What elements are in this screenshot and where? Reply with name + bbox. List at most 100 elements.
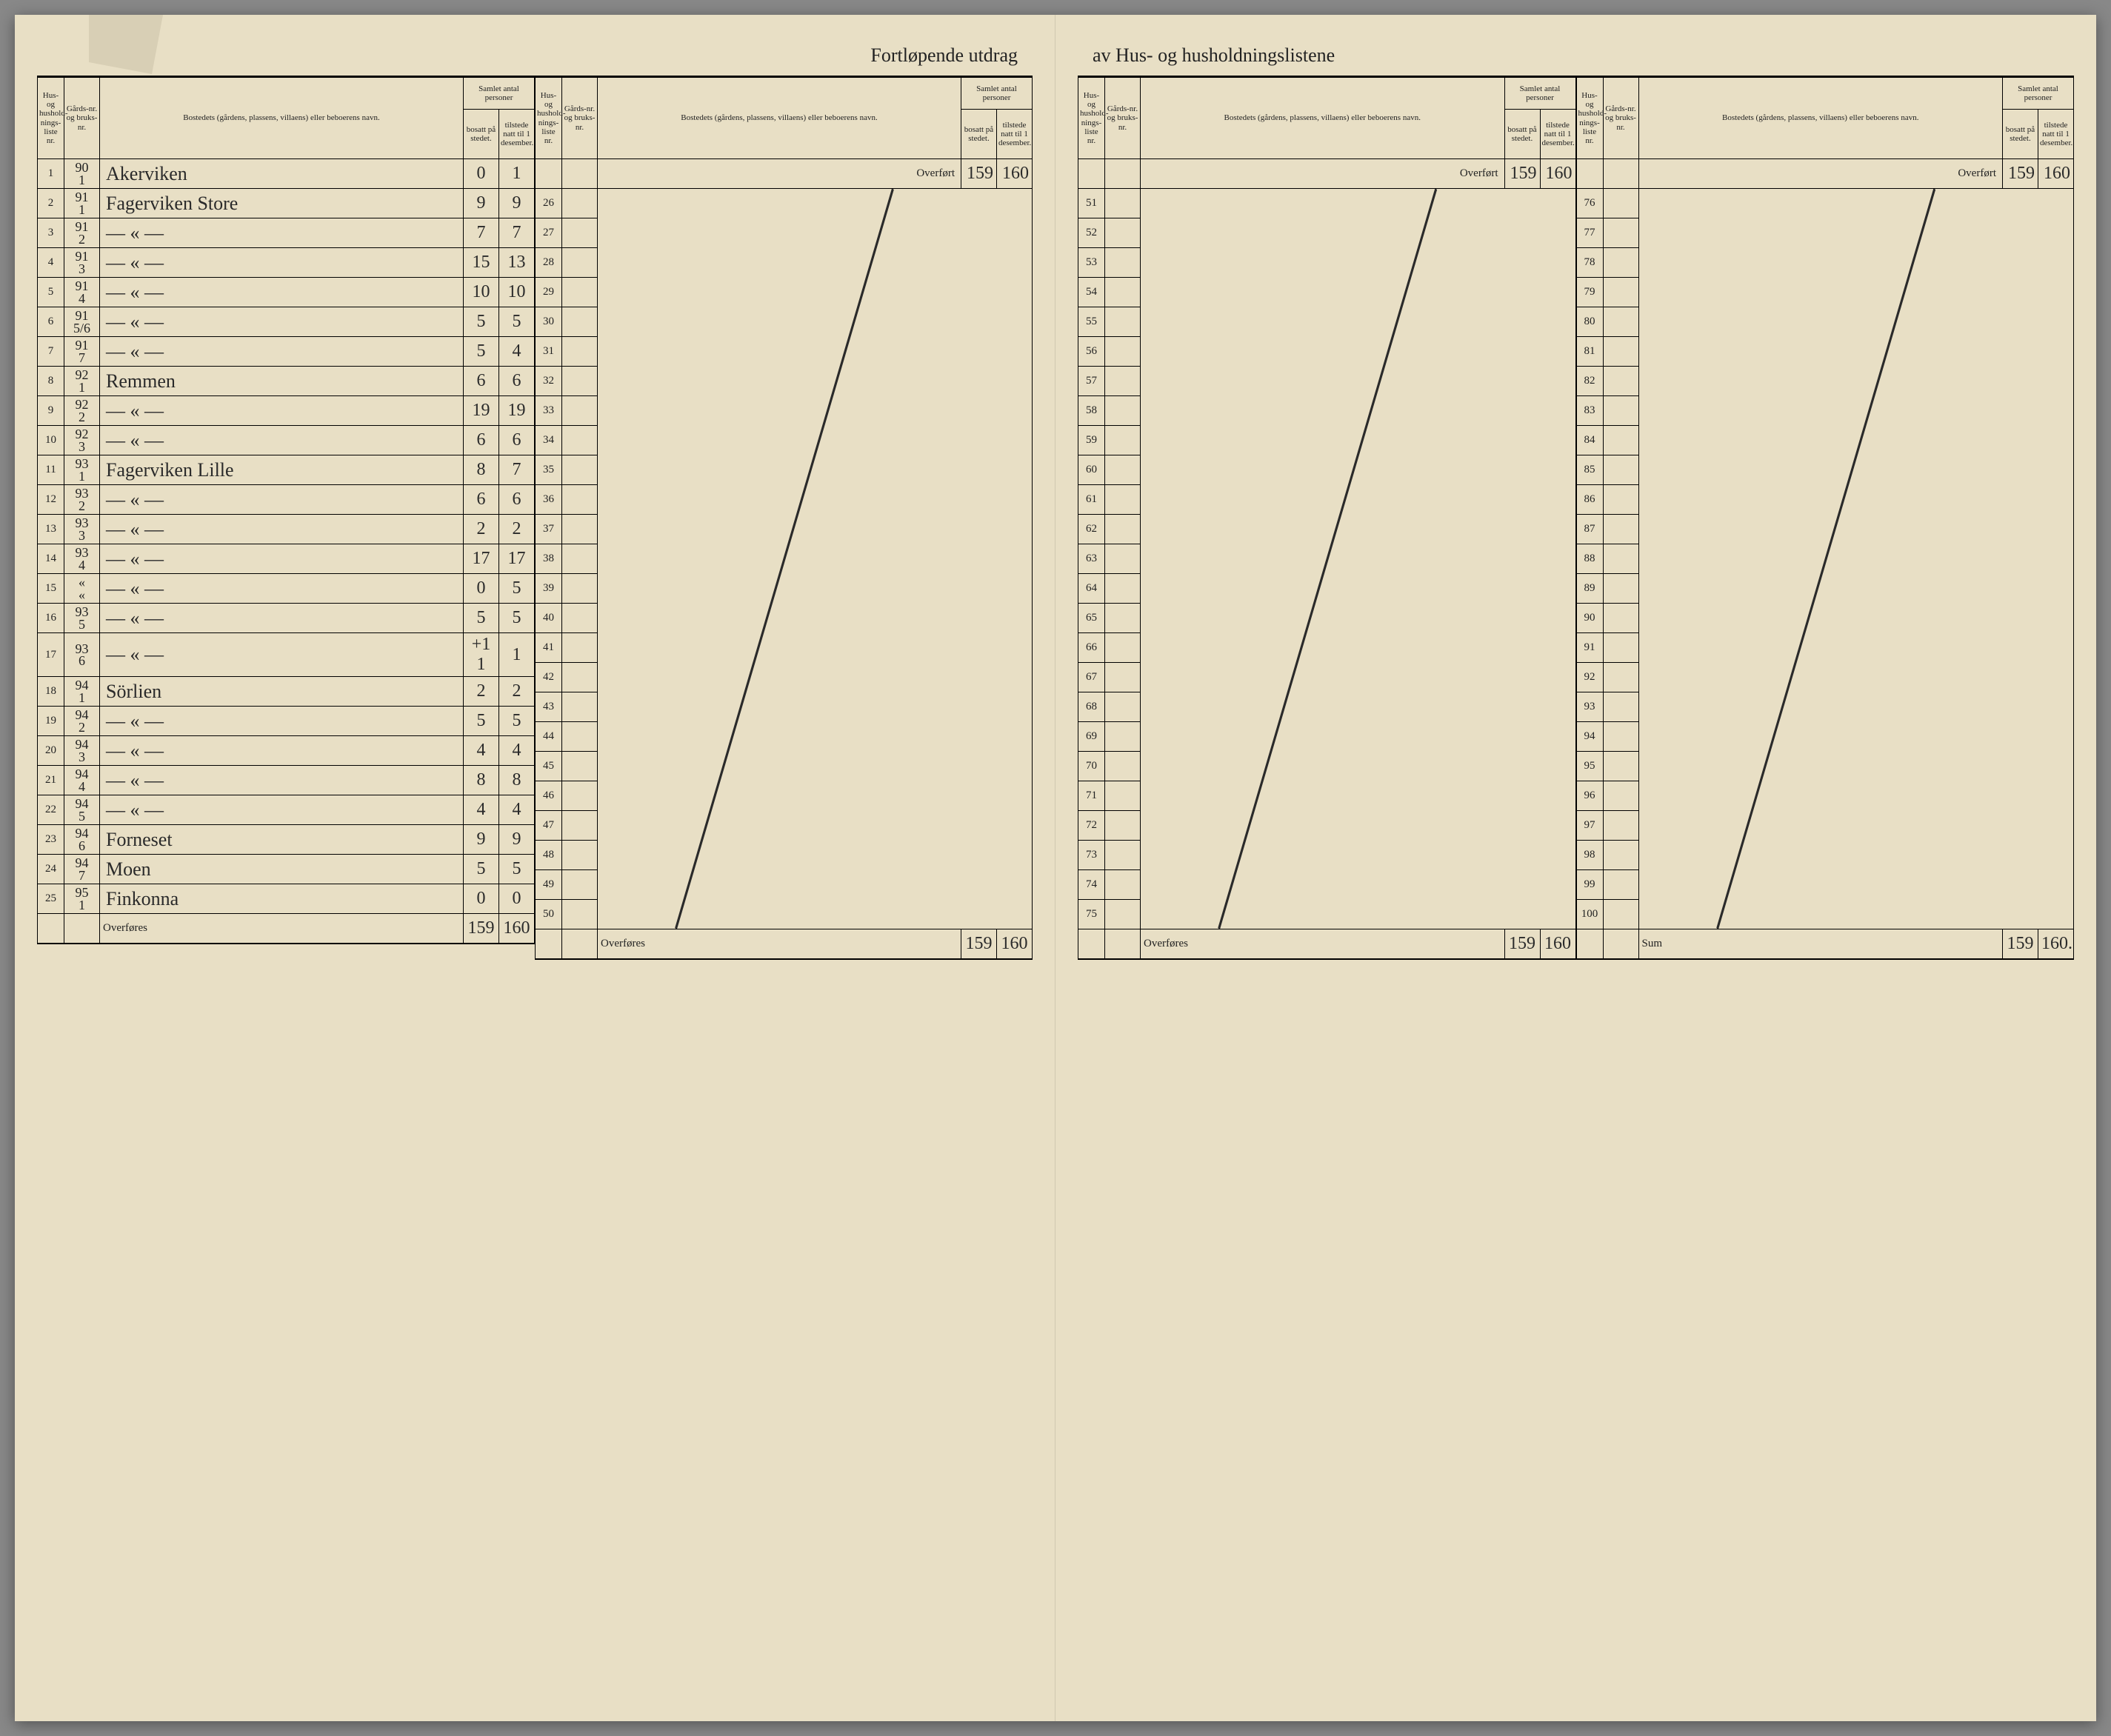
row-index: 9 xyxy=(38,396,64,426)
row-index: 78 xyxy=(1576,248,1603,278)
table-row: 5914— « —1010 xyxy=(38,278,535,307)
gards-nr: 931 xyxy=(64,455,100,485)
row-index: 65 xyxy=(1078,604,1105,633)
bosatt: 15 xyxy=(464,248,499,278)
table-row: 24947Moen55 xyxy=(38,855,535,884)
row-index: 53 xyxy=(1078,248,1105,278)
row-index: 49 xyxy=(536,870,562,900)
hdr-col3: Bostedets (gårdens, plassens, villaens) … xyxy=(100,78,464,159)
row-index: 47 xyxy=(536,811,562,841)
bosted-name: — « — xyxy=(100,426,464,455)
row-index: 30 xyxy=(536,307,562,337)
gards-nr: 934 xyxy=(64,544,100,574)
bosatt: 7 xyxy=(464,218,499,248)
row-index: 67 xyxy=(1078,663,1105,692)
table-row: 22945— « —44 xyxy=(38,795,535,825)
bosatt: 6 xyxy=(464,367,499,396)
panel-1: Hus- og hushold-nings-liste nr. Gårds-nr… xyxy=(37,76,535,960)
tilstede: 6 xyxy=(499,367,535,396)
row-index: 32 xyxy=(536,367,562,396)
gards-nr: 901 xyxy=(64,159,100,189)
bosatt: 9 xyxy=(464,825,499,855)
table-row: 11931Fagerviken Lille87 xyxy=(38,455,535,485)
hdr-col1: Hus- og hushold-nings-liste nr. xyxy=(38,78,64,159)
tilstede: 6 xyxy=(499,485,535,515)
gards-nr: 933 xyxy=(64,515,100,544)
bosted-name: Moen xyxy=(100,855,464,884)
row-index: 34 xyxy=(536,426,562,455)
bosted-name: — « — xyxy=(100,795,464,825)
overfort-tilstede: 160 xyxy=(2038,159,2074,189)
row-index: 70 xyxy=(1078,752,1105,781)
bosted-name: — « — xyxy=(100,485,464,515)
row-index: 84 xyxy=(1576,426,1603,455)
tilstede: 9 xyxy=(499,189,535,218)
row-index: 28 xyxy=(536,248,562,278)
row-index: 36 xyxy=(536,485,562,515)
row-index: 81 xyxy=(1576,337,1603,367)
panel-4: Hus- og hushold-nings-liste nr. Gårds-nr… xyxy=(1576,76,2075,960)
gards-nr: 943 xyxy=(64,736,100,766)
row-index: 69 xyxy=(1078,722,1105,752)
gards-nr: 941 xyxy=(64,677,100,707)
panel-2: Hus- og hushold-nings-liste nr. Gårds-nr… xyxy=(535,76,1033,960)
p2-overfores-bosatt: 159 xyxy=(961,929,997,959)
row-index: 85 xyxy=(1576,455,1603,485)
p4-sum-bosatt: 159 xyxy=(2003,929,2038,959)
gards-nr: 921 xyxy=(64,367,100,396)
tilstede: 5 xyxy=(499,855,535,884)
strike-line-icon xyxy=(1141,189,1575,929)
bosatt: 4 xyxy=(464,736,499,766)
tilstede: 5 xyxy=(499,604,535,633)
p3-overfores-bosatt: 159 xyxy=(1504,929,1540,959)
row-index: 97 xyxy=(1576,811,1603,841)
row-index: 7 xyxy=(38,337,64,367)
tilstede: 7 xyxy=(499,218,535,248)
tilstede: 5 xyxy=(499,307,535,337)
table-row: 25951Finkonna00 xyxy=(38,884,535,914)
tilstede: 4 xyxy=(499,795,535,825)
gards-nr: 945 xyxy=(64,795,100,825)
gards-nr: «« xyxy=(64,574,100,604)
row-index: 86 xyxy=(1576,485,1603,515)
bosatt: 6 xyxy=(464,426,499,455)
table-row: 8921Remmen66 xyxy=(38,367,535,396)
tilstede: 19 xyxy=(499,396,535,426)
row-index: 64 xyxy=(1078,574,1105,604)
tilstede: 2 xyxy=(499,515,535,544)
row-index: 11 xyxy=(38,455,64,485)
bosatt: 5 xyxy=(464,855,499,884)
bosatt: 8 xyxy=(464,455,499,485)
row-index: 56 xyxy=(1078,337,1105,367)
row-index: 55 xyxy=(1078,307,1105,337)
row-index: 20 xyxy=(38,736,64,766)
row-index: 52 xyxy=(1078,218,1105,248)
bosted-name: — « — xyxy=(100,633,464,677)
table-panel-2: Hus- og hushold-nings-liste nr. Gårds-nr… xyxy=(535,77,1033,960)
row-index: 95 xyxy=(1576,752,1603,781)
bosted-name: — « — xyxy=(100,218,464,248)
row-index: 72 xyxy=(1078,811,1105,841)
strike-line-icon xyxy=(598,189,1032,929)
overfort-row: Overført159160 xyxy=(536,159,1033,189)
row-index: 4 xyxy=(38,248,64,278)
row-index: 3 xyxy=(38,218,64,248)
row-index: 16 xyxy=(38,604,64,633)
row-index: 79 xyxy=(1576,278,1603,307)
row-index: 38 xyxy=(536,544,562,574)
bosted-name: — « — xyxy=(100,248,464,278)
table-row: 23946Forneset99 xyxy=(38,825,535,855)
bosatt: 0 xyxy=(464,574,499,604)
row-index: 31 xyxy=(536,337,562,367)
row-index: 59 xyxy=(1078,426,1105,455)
row-index: 35 xyxy=(536,455,562,485)
bosatt: 5 xyxy=(464,307,499,337)
bosatt: 19 xyxy=(464,396,499,426)
row-index: 73 xyxy=(1078,841,1105,870)
row-index: 98 xyxy=(1576,841,1603,870)
row-index: 91 xyxy=(1576,633,1603,663)
empty-block xyxy=(1638,189,2074,929)
row-index: 60 xyxy=(1078,455,1105,485)
table-row: 6915/6— « —55 xyxy=(38,307,535,337)
overfort-label: Overført xyxy=(1638,159,2003,189)
